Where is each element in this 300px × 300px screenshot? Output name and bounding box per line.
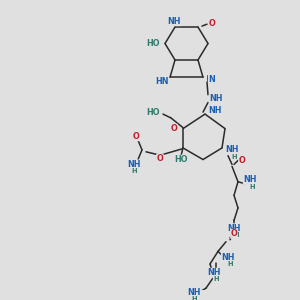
- Text: O: O: [238, 156, 245, 165]
- Text: NH: NH: [167, 17, 181, 26]
- Text: O: O: [208, 19, 215, 28]
- Text: HN: HN: [155, 77, 169, 86]
- Text: NH: NH: [225, 146, 239, 154]
- Text: H: H: [249, 184, 255, 190]
- Text: HO: HO: [146, 39, 160, 48]
- Text: O: O: [157, 154, 164, 163]
- Text: N: N: [208, 75, 215, 84]
- Text: NH: NH: [227, 224, 241, 233]
- Text: NH: NH: [208, 106, 222, 115]
- Text: H: H: [191, 296, 197, 300]
- Text: NH: NH: [207, 268, 221, 277]
- Text: H: H: [233, 232, 239, 238]
- Text: HO: HO: [174, 155, 188, 164]
- Text: NH: NH: [243, 175, 257, 184]
- Text: H: H: [231, 154, 237, 160]
- Text: H: H: [131, 168, 137, 174]
- Text: O: O: [231, 230, 237, 238]
- Text: H: H: [227, 261, 233, 267]
- Text: H: H: [213, 276, 219, 282]
- Text: NH: NH: [127, 160, 141, 169]
- Text: NH: NH: [209, 94, 223, 103]
- Text: NH: NH: [221, 253, 235, 262]
- Text: O: O: [133, 132, 140, 141]
- Text: NH: NH: [187, 287, 201, 296]
- Text: O: O: [171, 124, 177, 133]
- Text: HO: HO: [146, 108, 160, 117]
